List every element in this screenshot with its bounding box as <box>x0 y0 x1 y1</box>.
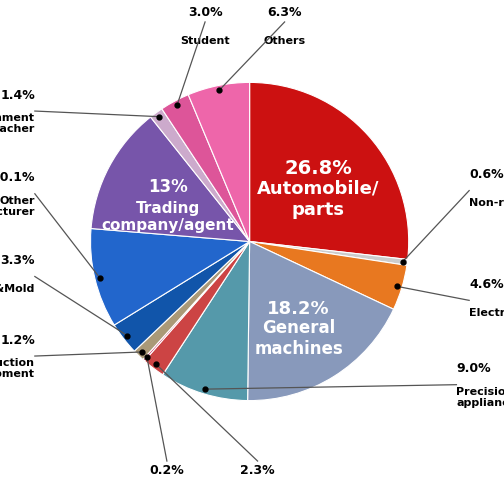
Wedge shape <box>163 242 249 400</box>
Text: Trading
company/agent: Trading company/agent <box>102 201 234 233</box>
Text: Student: Student <box>180 25 230 46</box>
Wedge shape <box>91 228 249 325</box>
Text: 0.2%: 0.2% <box>150 464 184 477</box>
Text: 2.3%: 2.3% <box>240 464 275 477</box>
Wedge shape <box>145 242 249 375</box>
Text: 4.6%: 4.6% <box>469 278 504 291</box>
Text: 6.3%: 6.3% <box>267 6 302 19</box>
Text: Automobile/
parts: Automobile/ parts <box>257 180 380 218</box>
Text: Non-response: Non-response <box>469 199 504 208</box>
Text: 1.2%: 1.2% <box>0 334 35 347</box>
Text: Precision machines/
appliances: Precision machines/ appliances <box>457 387 504 408</box>
Wedge shape <box>249 242 407 309</box>
Wedge shape <box>249 242 408 265</box>
Text: 3.3%: 3.3% <box>1 254 35 267</box>
Wedge shape <box>249 83 409 259</box>
Text: General
machines: General machines <box>254 319 343 358</box>
Text: 18.2%: 18.2% <box>267 299 330 318</box>
Wedge shape <box>91 117 249 242</box>
Wedge shape <box>247 242 394 400</box>
Text: 10.1%: 10.1% <box>0 171 35 185</box>
Text: Electronics: Electronics <box>469 308 504 318</box>
Wedge shape <box>188 83 249 242</box>
Wedge shape <box>135 242 249 359</box>
Text: Die&Mold: Die&Mold <box>0 284 35 294</box>
Wedge shape <box>151 109 249 242</box>
Text: Construction
equipment: Construction equipment <box>0 358 35 379</box>
Text: Others: Others <box>264 25 306 46</box>
Text: 26.8%: 26.8% <box>285 159 352 178</box>
Wedge shape <box>114 242 249 351</box>
Text: 3.0%: 3.0% <box>188 6 222 19</box>
Text: 1.4%: 1.4% <box>0 89 35 101</box>
Wedge shape <box>162 95 249 242</box>
Text: Other
manufacturer: Other manufacturer <box>0 196 35 217</box>
Text: 0.6%: 0.6% <box>469 168 504 181</box>
Text: 13%: 13% <box>148 178 188 196</box>
Text: Government
office/Teacher: Government office/Teacher <box>0 114 35 134</box>
Wedge shape <box>143 242 249 361</box>
Text: 9.0%: 9.0% <box>457 362 491 375</box>
